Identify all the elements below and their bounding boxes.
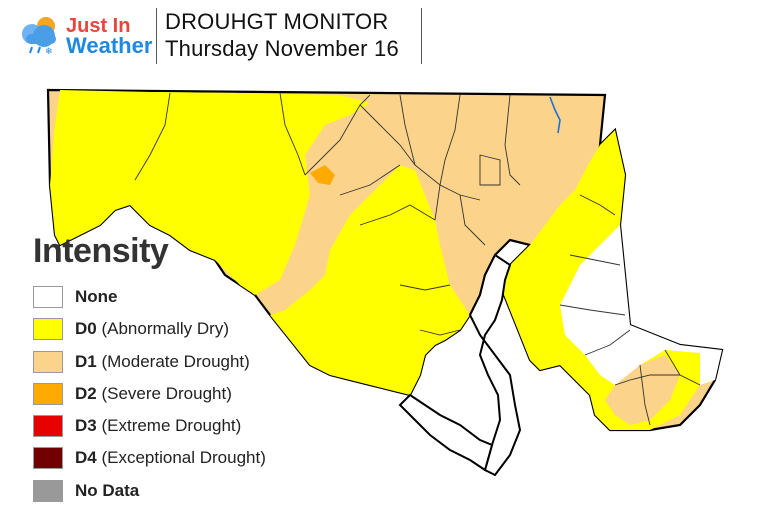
- legend-desc: (Moderate Drought): [101, 351, 250, 371]
- page-date: Thursday November 16: [165, 36, 399, 61]
- legend-label: D2 (Severe Drought): [75, 384, 232, 404]
- legend-label: No Data: [75, 481, 139, 501]
- legend-label: D4 (Exceptional Drought): [75, 448, 266, 468]
- brand-logo: ❄ Just In Weather: [18, 12, 158, 62]
- legend-label: D1 (Moderate Drought): [75, 352, 250, 372]
- legend-swatch-d0: [33, 318, 63, 341]
- legend-label: D0 (Abnormally Dry): [75, 319, 229, 339]
- legend-desc: (Abnormally Dry): [101, 319, 229, 339]
- map-region-d0-south: [270, 165, 470, 395]
- legend-code: D0: [75, 319, 97, 339]
- legend-swatch-d4: [33, 447, 63, 470]
- legend-label: D3 (Extreme Drought): [75, 416, 241, 436]
- map-region-d2: [310, 165, 335, 185]
- legend-desc: (Extreme Drought): [101, 416, 242, 436]
- susquehanna-river: [549, 96, 561, 134]
- legend-desc: (Exceptional Drought): [101, 448, 266, 468]
- chesapeake-bay: [468, 253, 522, 477]
- map-region-none: [560, 225, 722, 385]
- legend-swatch-d3: [33, 415, 63, 438]
- brand-line2: Weather: [66, 33, 153, 58]
- legend-code: D4: [75, 448, 97, 468]
- potomac-river: [398, 393, 494, 472]
- legend-swatch-d1: [33, 350, 63, 373]
- legend-swatch-none: [33, 286, 63, 308]
- svg-text:❄: ❄: [45, 47, 53, 56]
- page-title: DROUHGT MONITOR: [165, 9, 389, 34]
- brand-line1: Just In: [66, 15, 131, 37]
- legend-code: No Data: [75, 480, 140, 500]
- map-region-d1-southeast: [605, 355, 680, 425]
- legend-title: Intensity: [33, 232, 169, 270]
- weather-cloud-icon: ❄: [22, 17, 56, 56]
- legend-swatch-d2: [33, 382, 63, 405]
- legend-code: D2: [75, 383, 97, 403]
- maryland-drought-map: [46, 88, 724, 477]
- brand-wordmark: Just In Weather: [66, 15, 153, 58]
- legend-desc: (Severe Drought): [101, 383, 232, 403]
- county-boundaries: [134, 92, 701, 426]
- map-region-d0-west: [50, 90, 370, 295]
- legend-code: None: [75, 287, 118, 306]
- map-region-d0-east: [500, 130, 700, 430]
- legend-code: D1: [75, 351, 97, 371]
- legend-code: D3: [75, 416, 97, 436]
- legend-label: None: [75, 287, 118, 307]
- legend-swatch-no-data: [33, 479, 63, 502]
- title-block: DROUHGT MONITOR Thursday November 16: [156, 8, 422, 64]
